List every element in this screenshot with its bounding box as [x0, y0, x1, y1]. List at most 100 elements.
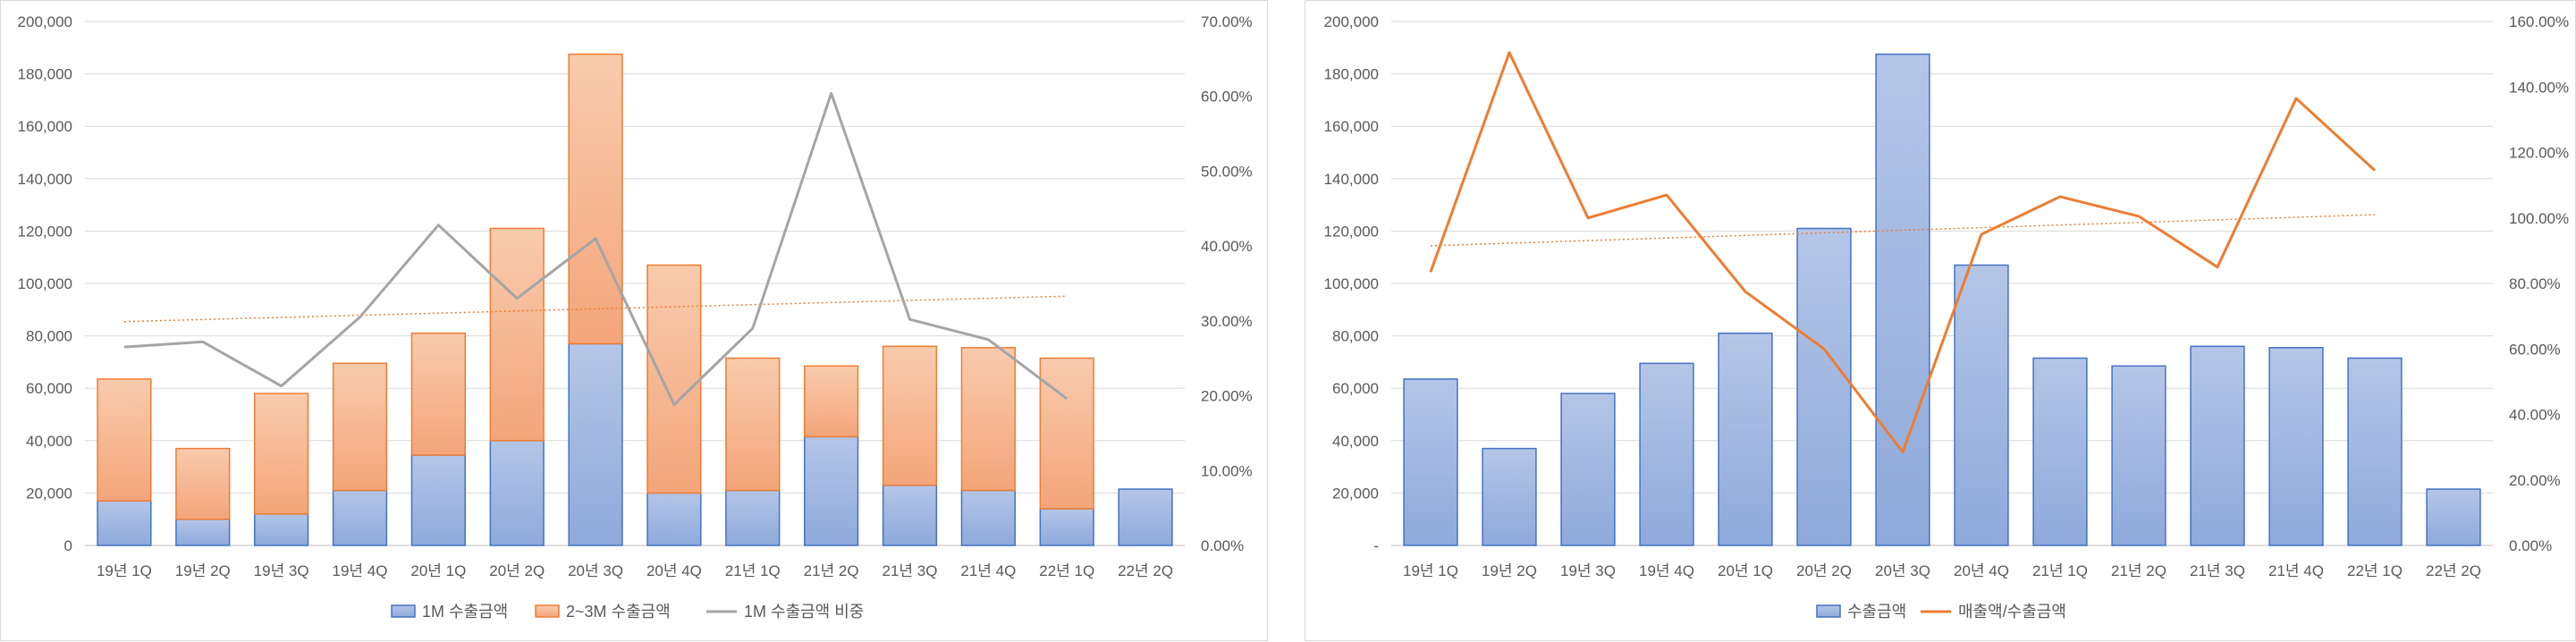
- x-tick-label: 22년 2Q: [1118, 562, 1173, 579]
- legend-label: 수출금액: [1847, 603, 1906, 621]
- bar-primary: [1639, 362, 1694, 546]
- x-tick-label: 20년 2Q: [489, 562, 545, 579]
- y-right-tick-label: 20.00%: [1201, 388, 1253, 405]
- y-right-tick-label: 70.00%: [1201, 13, 1253, 30]
- y-right-tick-label: 10.00%: [1201, 462, 1253, 479]
- bar-primary: [1482, 447, 1537, 546]
- bar-primary: [410, 454, 466, 546]
- bar-primary: [2190, 345, 2245, 546]
- bar-secondary: [646, 264, 702, 494]
- line-series: [1429, 51, 2377, 454]
- bar-primary: [489, 440, 545, 546]
- legend-swatch: [391, 604, 416, 618]
- x-tick-label: 21년 2Q: [2111, 562, 2166, 579]
- bar-secondary: [97, 378, 152, 502]
- y-left-tick-label: 200,000: [1324, 13, 1379, 30]
- y-left-tick-label: 20,000: [26, 485, 72, 502]
- chart-right: - 20,000 40,000 60,000 80,000 100,000 120,000 1…: [1324, 13, 2570, 621]
- x-tick-label: 22년 1Q: [2347, 562, 2403, 579]
- bar-primary: [2347, 357, 2403, 546]
- bar-primary: [882, 484, 938, 546]
- bar-primary: [2032, 357, 2088, 546]
- x-tick-label: 21년 1Q: [725, 562, 781, 579]
- bar-secondary: [175, 447, 231, 520]
- y-left-tick-label: -: [1373, 537, 1379, 554]
- trendline: [123, 295, 1068, 323]
- y-left-tick-label: 40,000: [26, 433, 72, 450]
- x-tick-label: 19년 4Q: [333, 562, 388, 579]
- x-tick-label: 20년 1Q: [410, 562, 466, 579]
- bar-secondary: [804, 365, 859, 438]
- y-right-tick-label: 0.00%: [1201, 537, 1244, 554]
- legend-label: 2~3M 수출금액: [566, 603, 671, 621]
- x-tick-label: 19년 4Q: [1639, 562, 1694, 579]
- x-tick-label: 19년 3Q: [254, 562, 309, 579]
- bar-primary: [1875, 53, 1930, 546]
- x-tick-label: 20년 2Q: [1796, 562, 1852, 579]
- x-tick-label: 20년 3Q: [1875, 562, 1930, 579]
- y-left-tick-label: 0: [64, 537, 72, 554]
- chart-panel-left: 0 20,000 40,000 60,000 80,000 100,000 120,000 1…: [0, 0, 1268, 641]
- bar-primary: [332, 489, 388, 546]
- x-tick-label: 21년 3Q: [883, 562, 938, 579]
- y-left-tick-label: 120,000: [18, 223, 72, 240]
- y-left-tick-label: 200,000: [18, 13, 72, 30]
- bar-primary: [2111, 365, 2166, 546]
- x-tick-label: 21년 4Q: [960, 562, 1016, 579]
- bar-secondary: [725, 357, 781, 492]
- bar-secondary: [410, 332, 466, 456]
- y-right-tick-label: 100.00%: [2509, 210, 2569, 227]
- legend-swatch: [535, 604, 560, 618]
- x-tick-label: 19년 1Q: [97, 562, 152, 579]
- bar-primary: [254, 513, 309, 546]
- legend-label: 1M 수출금액 비중: [744, 603, 864, 621]
- bar-primary: [1039, 508, 1094, 546]
- x-tick-label: 19년 1Q: [1403, 562, 1458, 579]
- x-tick-label: 19년 2Q: [175, 562, 231, 579]
- y-left-tick-label: 20,000: [1332, 485, 1379, 502]
- x-tick-label: 20년 4Q: [1954, 562, 2009, 579]
- y-right-tick-label: 30.00%: [1201, 313, 1253, 330]
- bar-primary: [175, 518, 231, 546]
- bar-primary: [646, 492, 702, 546]
- bar-primary: [725, 489, 781, 546]
- bar-secondary: [882, 345, 938, 486]
- bar-primary: [1403, 378, 1458, 546]
- y-left-tick-label: 80,000: [1332, 328, 1379, 345]
- trendline: [1430, 214, 2376, 247]
- y-left-tick-label: 120,000: [1324, 223, 1379, 240]
- x-tick-label: 21년 1Q: [2032, 562, 2088, 579]
- bar-primary: [1118, 488, 1173, 546]
- bar-primary: [2426, 488, 2481, 546]
- x-tick-label: 21년 2Q: [804, 562, 859, 579]
- y-left-tick-label: 160,000: [18, 118, 72, 135]
- y-right-tick-label: 0.00%: [2509, 537, 2552, 554]
- y-left-tick-label: 180,000: [18, 66, 72, 83]
- y-right-tick-label: 160.00%: [2509, 13, 2569, 30]
- chart-left: 0 20,000 40,000 60,000 80,000 100,000 120,000 1…: [18, 13, 1253, 621]
- bar-secondary: [489, 227, 545, 442]
- y-right-tick-label: 50.00%: [1201, 163, 1253, 180]
- bar-primary: [2268, 347, 2324, 546]
- y-right-tick-label: 40.00%: [2509, 407, 2561, 424]
- y-left-tick-label: 100,000: [18, 275, 72, 292]
- bar-primary: [804, 435, 859, 546]
- bar-secondary: [1039, 357, 1094, 510]
- y-right-tick-label: 80.00%: [2509, 275, 2561, 292]
- y-left-tick-label: 180,000: [1324, 66, 1379, 83]
- bar-secondary: [568, 53, 623, 345]
- bar-secondary: [254, 393, 309, 515]
- x-tick-label: 20년 3Q: [568, 562, 623, 579]
- bar-primary: [97, 500, 152, 546]
- x-tick-label: 22년 1Q: [1039, 562, 1094, 579]
- y-left-tick-label: 40,000: [1332, 433, 1379, 450]
- y-left-tick-label: 100,000: [1324, 275, 1379, 292]
- y-left-tick-label: 60,000: [26, 380, 72, 397]
- y-left-tick-label: 140,000: [18, 171, 72, 188]
- bar-primary: [1954, 264, 2009, 546]
- x-tick-label: 21년 4Q: [2268, 562, 2324, 579]
- bar-primary: [568, 342, 623, 546]
- legend-label: 1M 수출금액: [422, 603, 508, 621]
- legend-swatch: [1816, 604, 1841, 618]
- y-left-tick-label: 140,000: [1324, 171, 1379, 188]
